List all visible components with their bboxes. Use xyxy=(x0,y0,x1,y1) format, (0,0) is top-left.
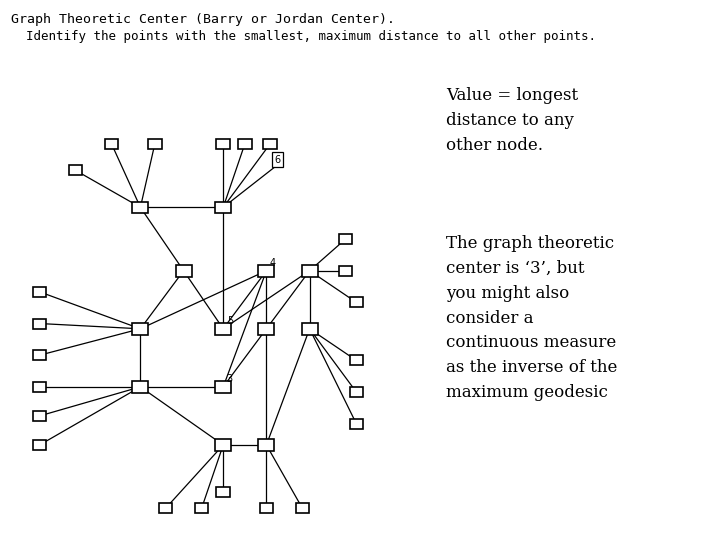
FancyBboxPatch shape xyxy=(105,139,118,149)
FancyBboxPatch shape xyxy=(350,355,363,366)
FancyBboxPatch shape xyxy=(216,488,230,497)
Text: 6: 6 xyxy=(274,155,280,165)
FancyBboxPatch shape xyxy=(33,440,46,450)
FancyBboxPatch shape xyxy=(33,319,46,328)
Text: 4: 4 xyxy=(270,258,276,268)
FancyBboxPatch shape xyxy=(302,265,318,276)
FancyBboxPatch shape xyxy=(132,201,148,213)
FancyBboxPatch shape xyxy=(215,323,231,335)
FancyBboxPatch shape xyxy=(148,139,161,149)
FancyBboxPatch shape xyxy=(176,265,192,276)
FancyBboxPatch shape xyxy=(215,439,231,451)
FancyBboxPatch shape xyxy=(339,234,353,244)
Text: Graph Theoretic Center (Barry or Jordan Center).: Graph Theoretic Center (Barry or Jordan … xyxy=(11,14,395,26)
Text: Identify the points with the smallest, maximum distance to all other points.: Identify the points with the smallest, m… xyxy=(11,30,596,43)
FancyBboxPatch shape xyxy=(258,439,274,451)
Text: 5: 5 xyxy=(227,316,233,326)
FancyBboxPatch shape xyxy=(350,298,363,307)
Text: Value = longest
distance to any
other node.: Value = longest distance to any other no… xyxy=(446,87,579,154)
FancyBboxPatch shape xyxy=(33,382,46,392)
FancyBboxPatch shape xyxy=(215,381,231,393)
FancyBboxPatch shape xyxy=(33,350,46,360)
Text: 3: 3 xyxy=(227,374,233,384)
FancyBboxPatch shape xyxy=(296,503,310,514)
FancyBboxPatch shape xyxy=(350,387,363,397)
FancyBboxPatch shape xyxy=(302,323,318,335)
Text: The graph theoretic
center is ‘3’, but
you might also
consider a
continuous meas: The graph theoretic center is ‘3’, but y… xyxy=(446,235,618,401)
FancyBboxPatch shape xyxy=(339,266,353,276)
FancyBboxPatch shape xyxy=(215,201,231,213)
FancyBboxPatch shape xyxy=(194,503,209,514)
FancyBboxPatch shape xyxy=(258,265,274,276)
FancyBboxPatch shape xyxy=(258,323,274,335)
FancyBboxPatch shape xyxy=(216,139,230,149)
FancyBboxPatch shape xyxy=(158,503,173,514)
FancyBboxPatch shape xyxy=(260,503,274,514)
FancyBboxPatch shape xyxy=(69,165,82,176)
FancyBboxPatch shape xyxy=(238,139,252,149)
FancyBboxPatch shape xyxy=(132,381,148,393)
FancyBboxPatch shape xyxy=(350,419,363,429)
FancyBboxPatch shape xyxy=(264,139,277,149)
FancyBboxPatch shape xyxy=(33,411,46,421)
FancyBboxPatch shape xyxy=(33,287,46,297)
FancyBboxPatch shape xyxy=(132,323,148,335)
